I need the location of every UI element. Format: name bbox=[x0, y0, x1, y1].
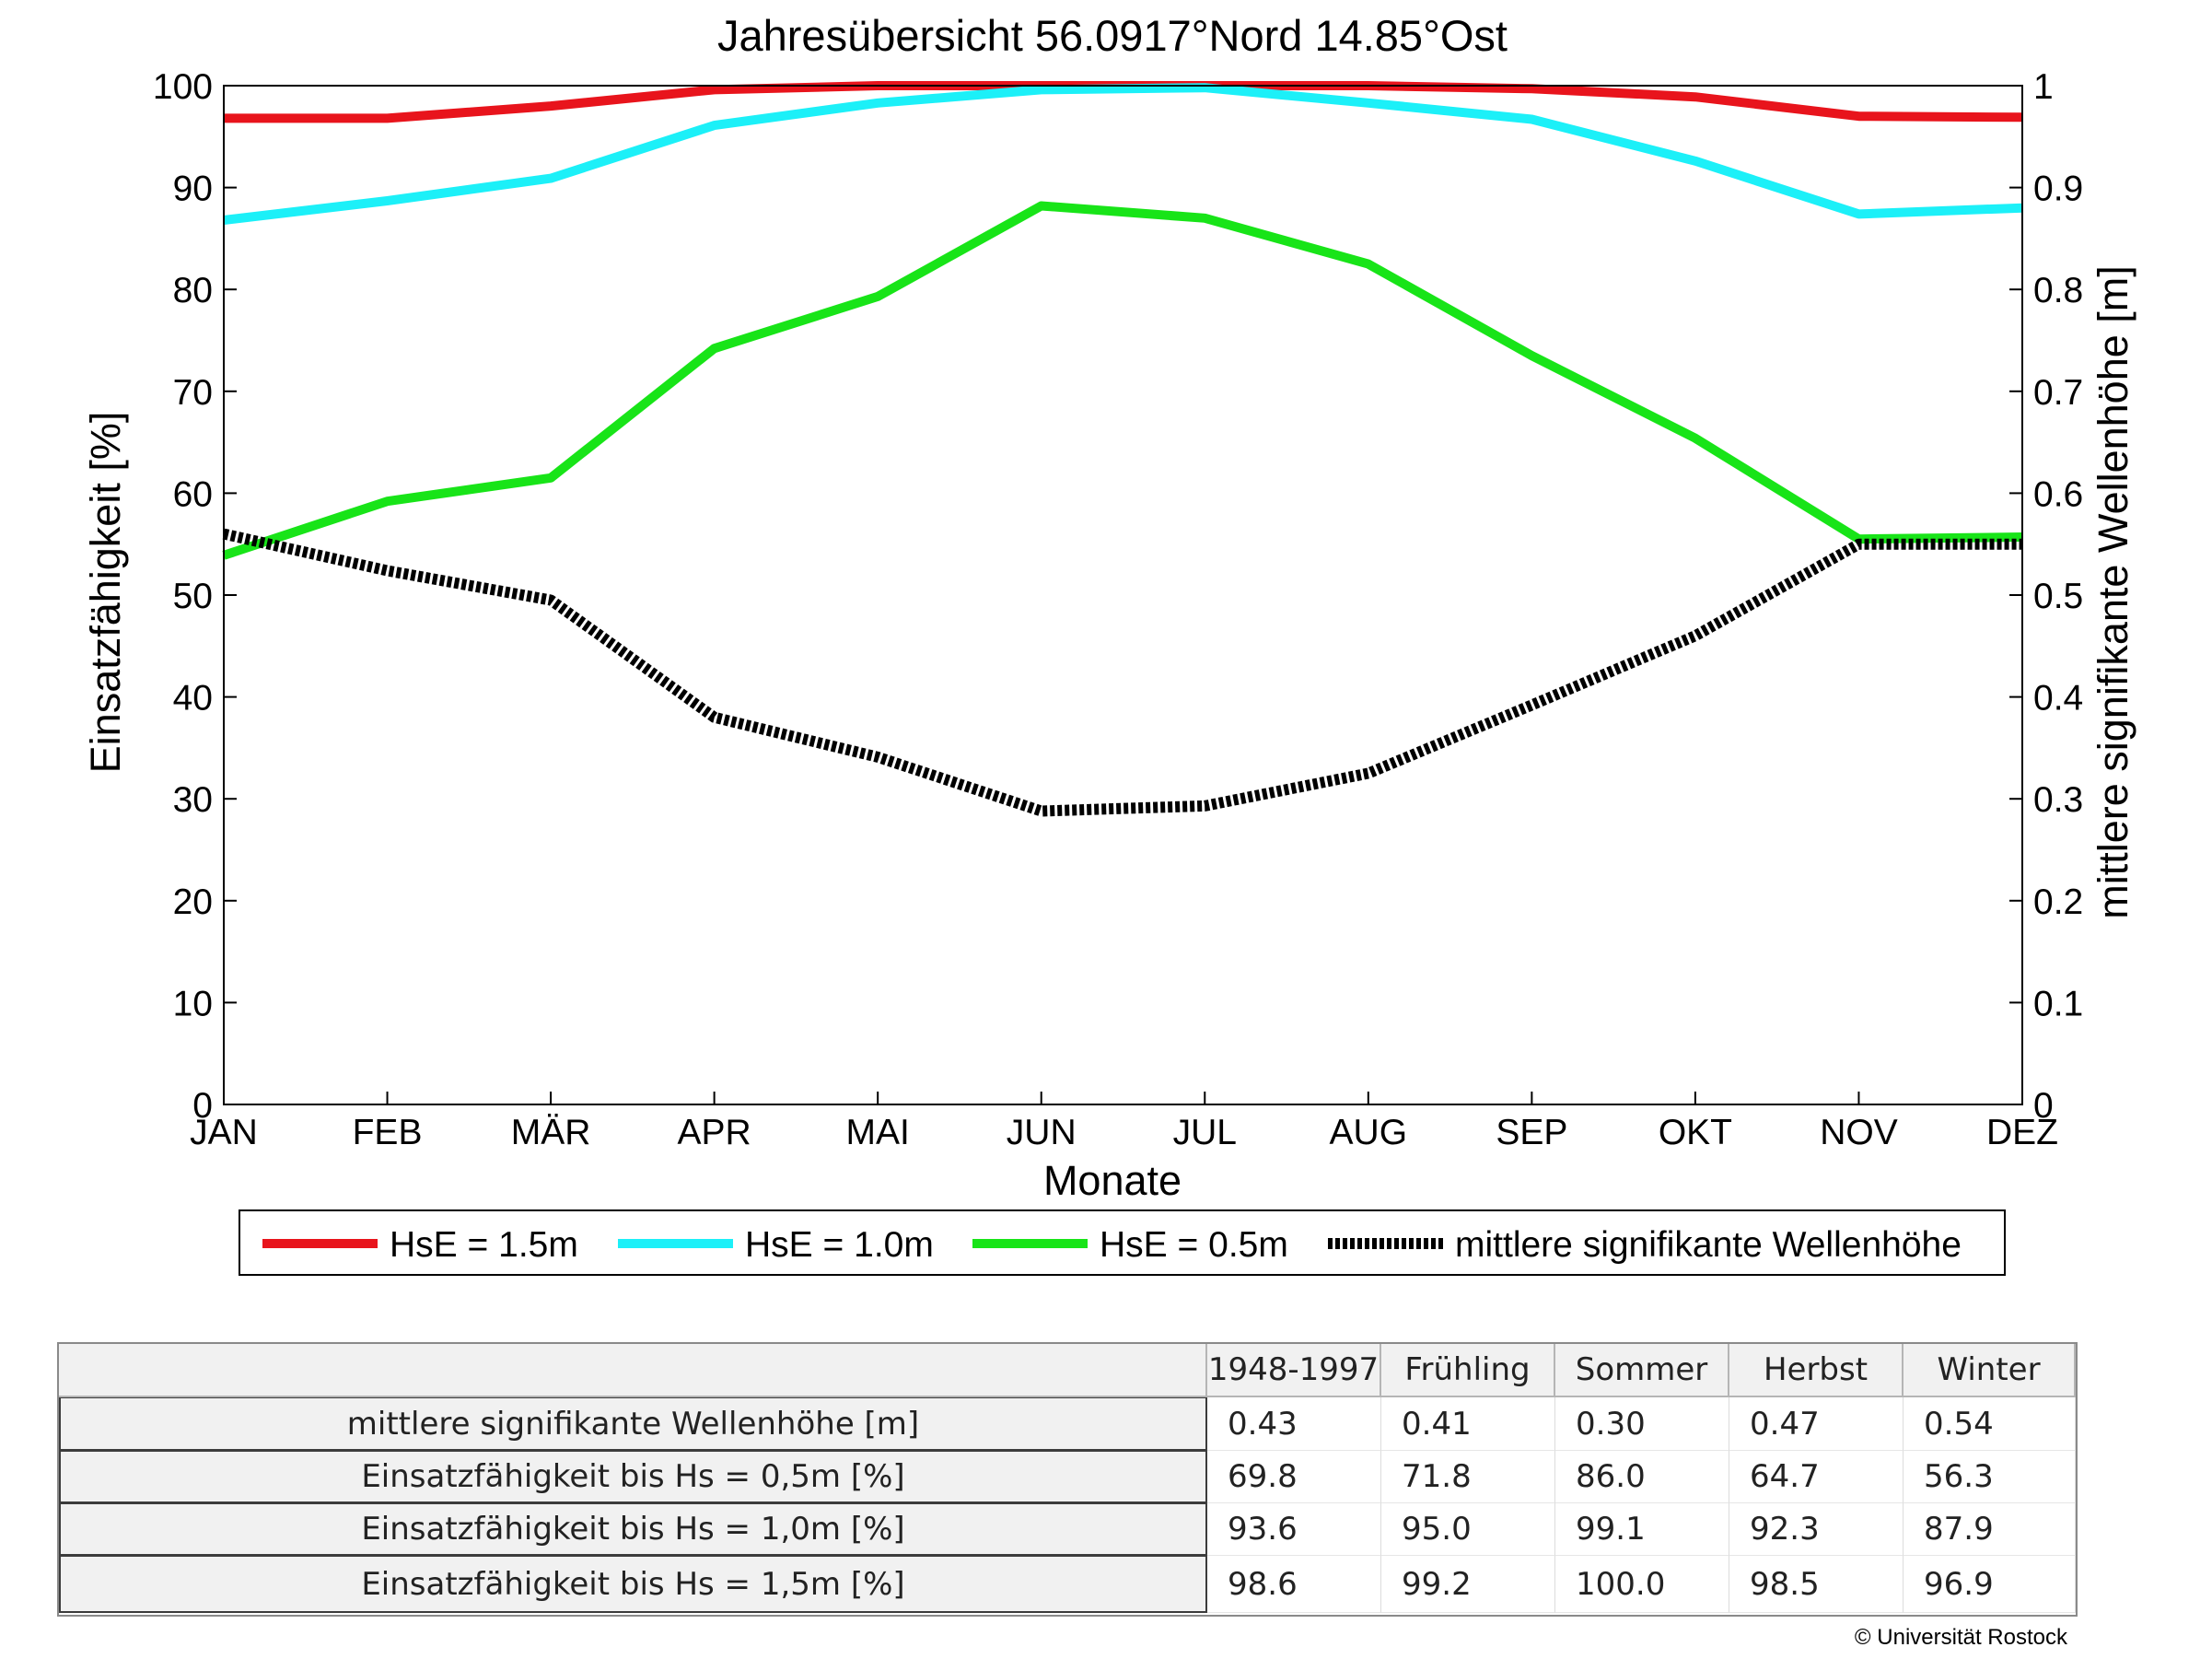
table-row-label: Einsatzfähigkeit bis Hs = 0,5m [%] bbox=[59, 1451, 1207, 1503]
table-cell: 99.2 bbox=[1381, 1556, 1555, 1613]
table-row-label: Einsatzfähigkeit bis Hs = 1,5m [%] bbox=[59, 1556, 1207, 1613]
y-tick-label-left: 0 bbox=[192, 1086, 213, 1126]
statistics-table: 1948-1997 Frühling Sommer Herbst Winter … bbox=[57, 1342, 2078, 1617]
y-axis-label-right: mittlere signifikante Wellenhöhe [m] bbox=[2090, 265, 2136, 919]
legend-label-3: HsE = 0.5m bbox=[1100, 1225, 1288, 1265]
series-line-2 bbox=[223, 83, 2023, 225]
y-tick-label-right: 0.8 bbox=[2033, 271, 2083, 310]
legend-label-2: HsE = 1.0m bbox=[745, 1225, 934, 1265]
table-cell: 0.43 bbox=[1207, 1397, 1381, 1451]
copyright-notice: © Universität Rostock bbox=[1854, 1625, 2067, 1650]
y-tick-label-left: 50 bbox=[173, 577, 213, 616]
table-cell: 96.9 bbox=[1903, 1556, 2076, 1613]
x-tick-label: JUN bbox=[1007, 1113, 1077, 1152]
x-tick-label: DEZ bbox=[1986, 1113, 2058, 1152]
table-cell: 86.0 bbox=[1555, 1451, 1729, 1503]
y-axis-label-left: Einsatzfähigkeit [%] bbox=[82, 412, 129, 774]
table-row: Einsatzfähigkeit bis Hs = 1,0m [%] 93.6 … bbox=[59, 1503, 2076, 1556]
x-axis-label: Monate bbox=[1043, 1157, 1182, 1204]
series-line-4 bbox=[222, 528, 2022, 817]
y-tick-label-left: 90 bbox=[173, 169, 213, 209]
x-tick-label: NOV bbox=[1820, 1113, 1898, 1152]
table-cell: 92.3 bbox=[1729, 1503, 1903, 1556]
table-cell: 64.7 bbox=[1729, 1451, 1903, 1503]
table-header-cell: Winter bbox=[1903, 1344, 2076, 1397]
table-cell: 0.54 bbox=[1903, 1397, 2076, 1451]
table-cell: 0.41 bbox=[1381, 1397, 1555, 1451]
x-tick-label: AUG bbox=[1330, 1113, 1408, 1152]
table-header-empty bbox=[59, 1344, 1207, 1397]
y-tick-label-right: 0.7 bbox=[2033, 373, 2083, 413]
x-tick-label: APR bbox=[678, 1113, 751, 1152]
y-tick-label-right: 0.9 bbox=[2033, 169, 2083, 209]
table-cell: 0.47 bbox=[1729, 1397, 1903, 1451]
y-tick-label-right: 0.4 bbox=[2033, 679, 2083, 719]
table-cell: 93.6 bbox=[1207, 1503, 1381, 1556]
plot-area: 0 10 20 30 40 50 60 70 80 90 100 0 0.1 0.2 0.3 0.4 0.5 0.… bbox=[153, 67, 2083, 1152]
x-tick-label: OKT bbox=[1659, 1113, 1732, 1152]
table-cell: 99.1 bbox=[1555, 1503, 1729, 1556]
y-tick-label-left: 20 bbox=[173, 882, 213, 922]
table-cell: 71.8 bbox=[1381, 1451, 1555, 1503]
table-cell: 69.8 bbox=[1207, 1451, 1381, 1503]
y-tick-label-right: 0.3 bbox=[2033, 780, 2083, 820]
x-tick-label: SEP bbox=[1496, 1113, 1567, 1152]
table-cell: 98.5 bbox=[1729, 1556, 1903, 1613]
table-header-cell: 1948-1997 bbox=[1207, 1344, 1381, 1397]
y-tick-label-right: 1 bbox=[2033, 67, 2054, 107]
y-tick-label-right: 0 bbox=[2033, 1086, 2054, 1126]
x-tick-label: FEB bbox=[353, 1113, 423, 1152]
table-header-cell: Sommer bbox=[1555, 1344, 1729, 1397]
table-cell: 100.0 bbox=[1555, 1556, 1729, 1613]
table-row: mittlere signifikante Wellenhöhe [m] 0.4… bbox=[59, 1397, 2076, 1451]
series-line-3 bbox=[222, 201, 2023, 560]
table-cell: 0.30 bbox=[1555, 1397, 1729, 1451]
table-header-cell: Herbst bbox=[1729, 1344, 1903, 1397]
y-tick-label-right: 0.1 bbox=[2033, 984, 2083, 1023]
table-header-cell: Frühling bbox=[1381, 1344, 1555, 1397]
table-header-row: 1948-1997 Frühling Sommer Herbst Winter bbox=[59, 1344, 2076, 1397]
y-tick-label-left: 60 bbox=[173, 474, 213, 514]
y-tick-label-left: 70 bbox=[173, 373, 213, 413]
table-row: Einsatzfähigkeit bis Hs = 0,5m [%] 69.8 … bbox=[59, 1451, 2076, 1503]
table-row: Einsatzfähigkeit bis Hs = 1,5m [%] 98.6 … bbox=[59, 1556, 2076, 1613]
table-row-label: mittlere signifikante Wellenhöhe [m] bbox=[59, 1397, 1207, 1451]
y-tick-label-left: 40 bbox=[173, 679, 213, 719]
table-cell: 95.0 bbox=[1381, 1503, 1555, 1556]
x-tick-label: JUL bbox=[1173, 1113, 1237, 1152]
y-tick-label-left: 100 bbox=[153, 67, 213, 107]
x-tick-label: MÄR bbox=[511, 1113, 591, 1152]
x-tick-label: MAI bbox=[846, 1113, 910, 1152]
legend-box bbox=[239, 1209, 2006, 1276]
table-cell: 98.6 bbox=[1207, 1556, 1381, 1613]
chart-title: Jahresübersicht 56.0917°Nord 14.85°Ost bbox=[717, 11, 1508, 60]
table-row-label: Einsatzfähigkeit bis Hs = 1,0m [%] bbox=[59, 1503, 1207, 1556]
y-tick-label-left: 80 bbox=[173, 271, 213, 310]
legend: HsE = 1.5m HsE = 1.0m HsE = 0.5m mittlere s… bbox=[239, 1209, 2006, 1276]
table-cell: 87.9 bbox=[1903, 1503, 2076, 1556]
y-tick-label-right: 0.6 bbox=[2033, 474, 2083, 514]
legend-label-1: HsE = 1.5m bbox=[390, 1225, 578, 1265]
y-tick-label-right: 0.5 bbox=[2033, 577, 2083, 616]
table-cell: 56.3 bbox=[1903, 1451, 2076, 1503]
y-tick-label-left: 10 bbox=[173, 984, 213, 1023]
legend-label-4: mittlere signifikante Wellenhöhe bbox=[1455, 1225, 1962, 1265]
y-tick-label-left: 30 bbox=[173, 780, 213, 820]
x-tick-label: JAN bbox=[190, 1113, 258, 1152]
y-tick-label-right: 0.2 bbox=[2033, 882, 2083, 922]
